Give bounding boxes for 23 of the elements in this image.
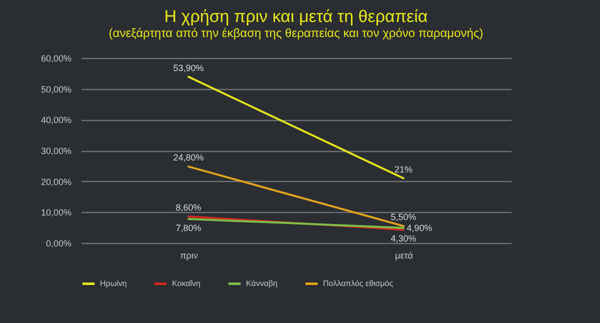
- y-tick-label: 0,00%: [46, 238, 72, 248]
- legend-label: Πολλαπλός εθισμός: [323, 278, 394, 288]
- y-tick-label: 30,00%: [40, 146, 72, 156]
- data-label: 4,30%: [390, 234, 416, 244]
- y-tick-label: 50,00%: [40, 84, 72, 94]
- legend-label: Κοκαΐνη: [172, 278, 200, 288]
- data-label: 8,60%: [176, 202, 202, 212]
- legend-label: Κάνναβη: [246, 278, 278, 288]
- y-tick-label: 40,00%: [40, 115, 72, 126]
- chart-title: Η χρήση πριν και μετά τη θεραπεία: [164, 7, 428, 26]
- data-label: 21%: [394, 164, 413, 174]
- chart-subtitle: (ανεξάρτητα από την έκβαση της θεραπείας και τον χρόνο παραμονής): [108, 26, 484, 40]
- x-tick-label: πριν: [180, 250, 198, 260]
- x-tick-label: μετά: [395, 250, 413, 260]
- y-tick-label: 20,00%: [40, 176, 72, 187]
- y-tick-label: 60,00%: [40, 54, 72, 64]
- data-label: 24,80%: [173, 152, 204, 163]
- legend-label: Ηρωίνη: [100, 278, 127, 288]
- data-label: 7,80%: [176, 222, 202, 233]
- data-label: 5,50%: [390, 212, 416, 222]
- data-label: 4,90%: [406, 222, 432, 233]
- y-tick-label: 10,00%: [40, 208, 72, 218]
- data-label: 53,90%: [173, 62, 204, 73]
